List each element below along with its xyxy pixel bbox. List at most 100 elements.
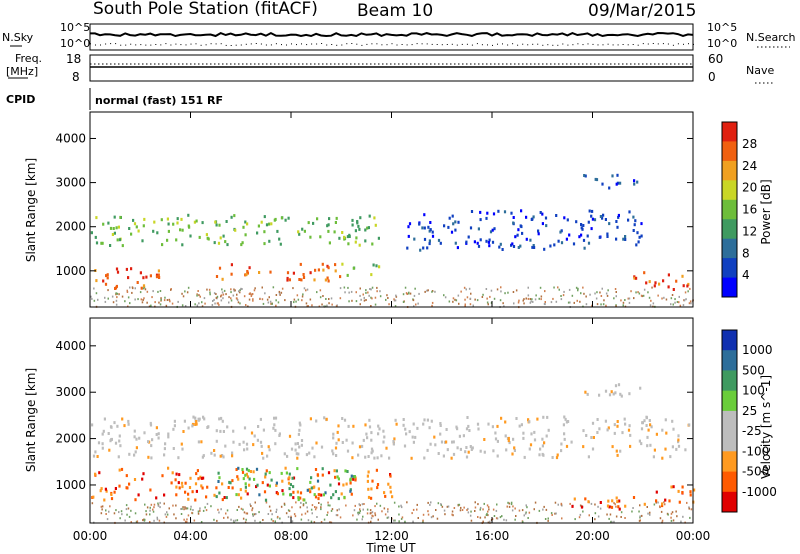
noise-cell — [542, 508, 544, 511]
echo-cell — [532, 215, 535, 219]
echo-cell — [135, 225, 138, 229]
noise-cell — [252, 513, 254, 516]
echo-cell — [113, 421, 116, 425]
echo-cell — [422, 422, 425, 426]
echo-cell — [687, 282, 690, 286]
echo-cell — [681, 491, 684, 494]
echo-cell — [510, 211, 513, 215]
noise-cell — [150, 304, 152, 307]
echo-cell — [172, 222, 175, 226]
noise-cell — [469, 303, 472, 306]
echo-cell — [497, 209, 500, 213]
noise-cell — [184, 305, 187, 307]
echo-cell — [367, 495, 371, 499]
nsearch-point — [622, 44, 624, 45]
echo-cell — [133, 429, 136, 433]
noise-cell — [443, 294, 445, 297]
noise-cell — [655, 501, 657, 504]
noise-cell — [185, 507, 187, 510]
echo-cell — [616, 420, 619, 423]
noise-cell — [192, 509, 194, 511]
colorbar-swatch — [722, 431, 737, 452]
echo-cell — [445, 428, 448, 431]
echo-cell — [286, 271, 290, 275]
echo-cell — [337, 438, 340, 442]
colorbar-tick-label: 100 — [742, 384, 765, 398]
noise-cell — [115, 292, 117, 295]
noise-cell — [514, 518, 516, 521]
noise-cell — [383, 507, 386, 510]
nsearch-tick-top: 10^5 — [707, 21, 737, 34]
noise-cell — [159, 506, 161, 509]
noise-cell — [287, 515, 290, 518]
nsearch-point — [150, 44, 152, 46]
noise-cell — [571, 294, 574, 297]
noise-cell — [239, 289, 241, 291]
noise-cell — [527, 286, 529, 289]
echo-cell — [542, 453, 545, 457]
noise-cell — [400, 504, 402, 507]
noise-cell — [486, 301, 489, 304]
noise-cell — [249, 503, 251, 506]
echo-cell — [261, 481, 264, 485]
echo-cell — [337, 482, 341, 486]
nsearch-point — [577, 43, 579, 45]
noise-cell — [272, 520, 274, 522]
echo-cell — [511, 452, 514, 456]
noise-cell — [417, 302, 419, 305]
echo-cell — [274, 428, 277, 432]
noise-cell — [329, 521, 331, 524]
echo-cell — [562, 423, 565, 427]
noise-cell — [500, 290, 502, 293]
power-colorbar-label: Power [dB] — [759, 179, 773, 244]
echo-cell — [135, 437, 138, 441]
echo-cell — [163, 447, 166, 451]
echo-cell — [378, 427, 381, 431]
echo-cell — [521, 231, 524, 235]
noise-cell — [518, 299, 520, 302]
echo-cell — [384, 494, 387, 498]
echo-cell — [428, 242, 431, 246]
echo-cell — [677, 434, 680, 438]
echo-cell — [418, 222, 421, 226]
echo-cell — [300, 439, 304, 442]
freq-tick-bottom: 8 — [72, 70, 80, 84]
noise-cell — [444, 513, 446, 516]
noise-cell — [582, 510, 584, 513]
echo-cell — [479, 210, 482, 214]
noise-cell — [588, 514, 590, 517]
echo-cell — [459, 447, 462, 451]
echo-cell — [337, 497, 340, 501]
echo-cell — [210, 451, 213, 455]
echo-cell — [246, 447, 249, 451]
echo-cell — [406, 246, 409, 250]
noise-cell — [400, 506, 403, 509]
noise-cell — [620, 516, 622, 518]
echo-cell — [188, 486, 192, 489]
noise-cell — [670, 519, 673, 522]
noise-cell — [652, 302, 655, 305]
echo-cell — [201, 455, 204, 459]
noise-cell — [189, 508, 192, 511]
noise-cell — [554, 512, 556, 515]
noise-cell — [124, 519, 126, 522]
echo-cell — [437, 452, 440, 455]
echo-cell — [514, 235, 517, 239]
noise-cell — [605, 304, 607, 307]
echo-cell — [533, 246, 536, 249]
echo-cell — [286, 276, 289, 280]
echo-cell — [563, 437, 566, 441]
echo-cell — [426, 448, 429, 452]
echo-cell — [296, 456, 299, 460]
noise-cell — [464, 305, 466, 307]
noise-cell — [464, 303, 466, 306]
noise-cell — [175, 504, 177, 507]
echo-cell — [510, 243, 513, 247]
echo-cell — [119, 215, 122, 219]
noise-cell — [143, 518, 145, 521]
noise-cell — [330, 509, 333, 512]
echo-cell — [392, 442, 395, 446]
noise-cell — [230, 291, 232, 294]
noise-cell — [444, 296, 447, 299]
echo-cell — [645, 424, 648, 427]
